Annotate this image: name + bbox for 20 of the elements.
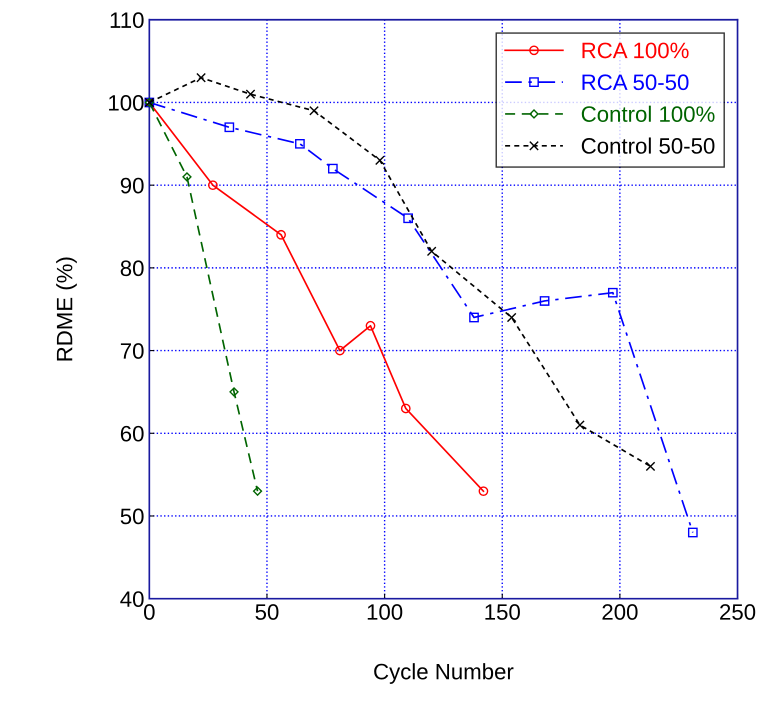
- y-tick-label: 80: [120, 260, 144, 276]
- y-tick-label: 60: [120, 426, 144, 442]
- x-tick-label: 150: [485, 604, 520, 620]
- y-axis-title: RDME (%): [56, 258, 77, 360]
- y-tick-label: 40: [120, 591, 144, 607]
- y-tick-label: 90: [120, 178, 144, 194]
- x-tick-label: 50: [256, 604, 278, 620]
- y-tick-label: 100: [109, 95, 144, 111]
- legend-label: Control 50-50: [582, 137, 714, 154]
- legend-label: RCA 50-50: [582, 74, 689, 90]
- x-tick-label: 250: [720, 604, 756, 620]
- x-tick-label: 100: [368, 604, 402, 620]
- legend-label: Control 100%: [582, 106, 715, 122]
- y-tick-label: 50: [120, 508, 144, 524]
- y-tick-label: 110: [110, 12, 144, 28]
- x-tick-label: 200: [602, 604, 638, 620]
- y-tick-label: 70: [120, 343, 144, 359]
- x-axis-title: Cycle Number: [374, 663, 514, 684]
- legend-label: RCA 100%: [582, 42, 689, 58]
- x-tick-label: 0: [144, 604, 155, 620]
